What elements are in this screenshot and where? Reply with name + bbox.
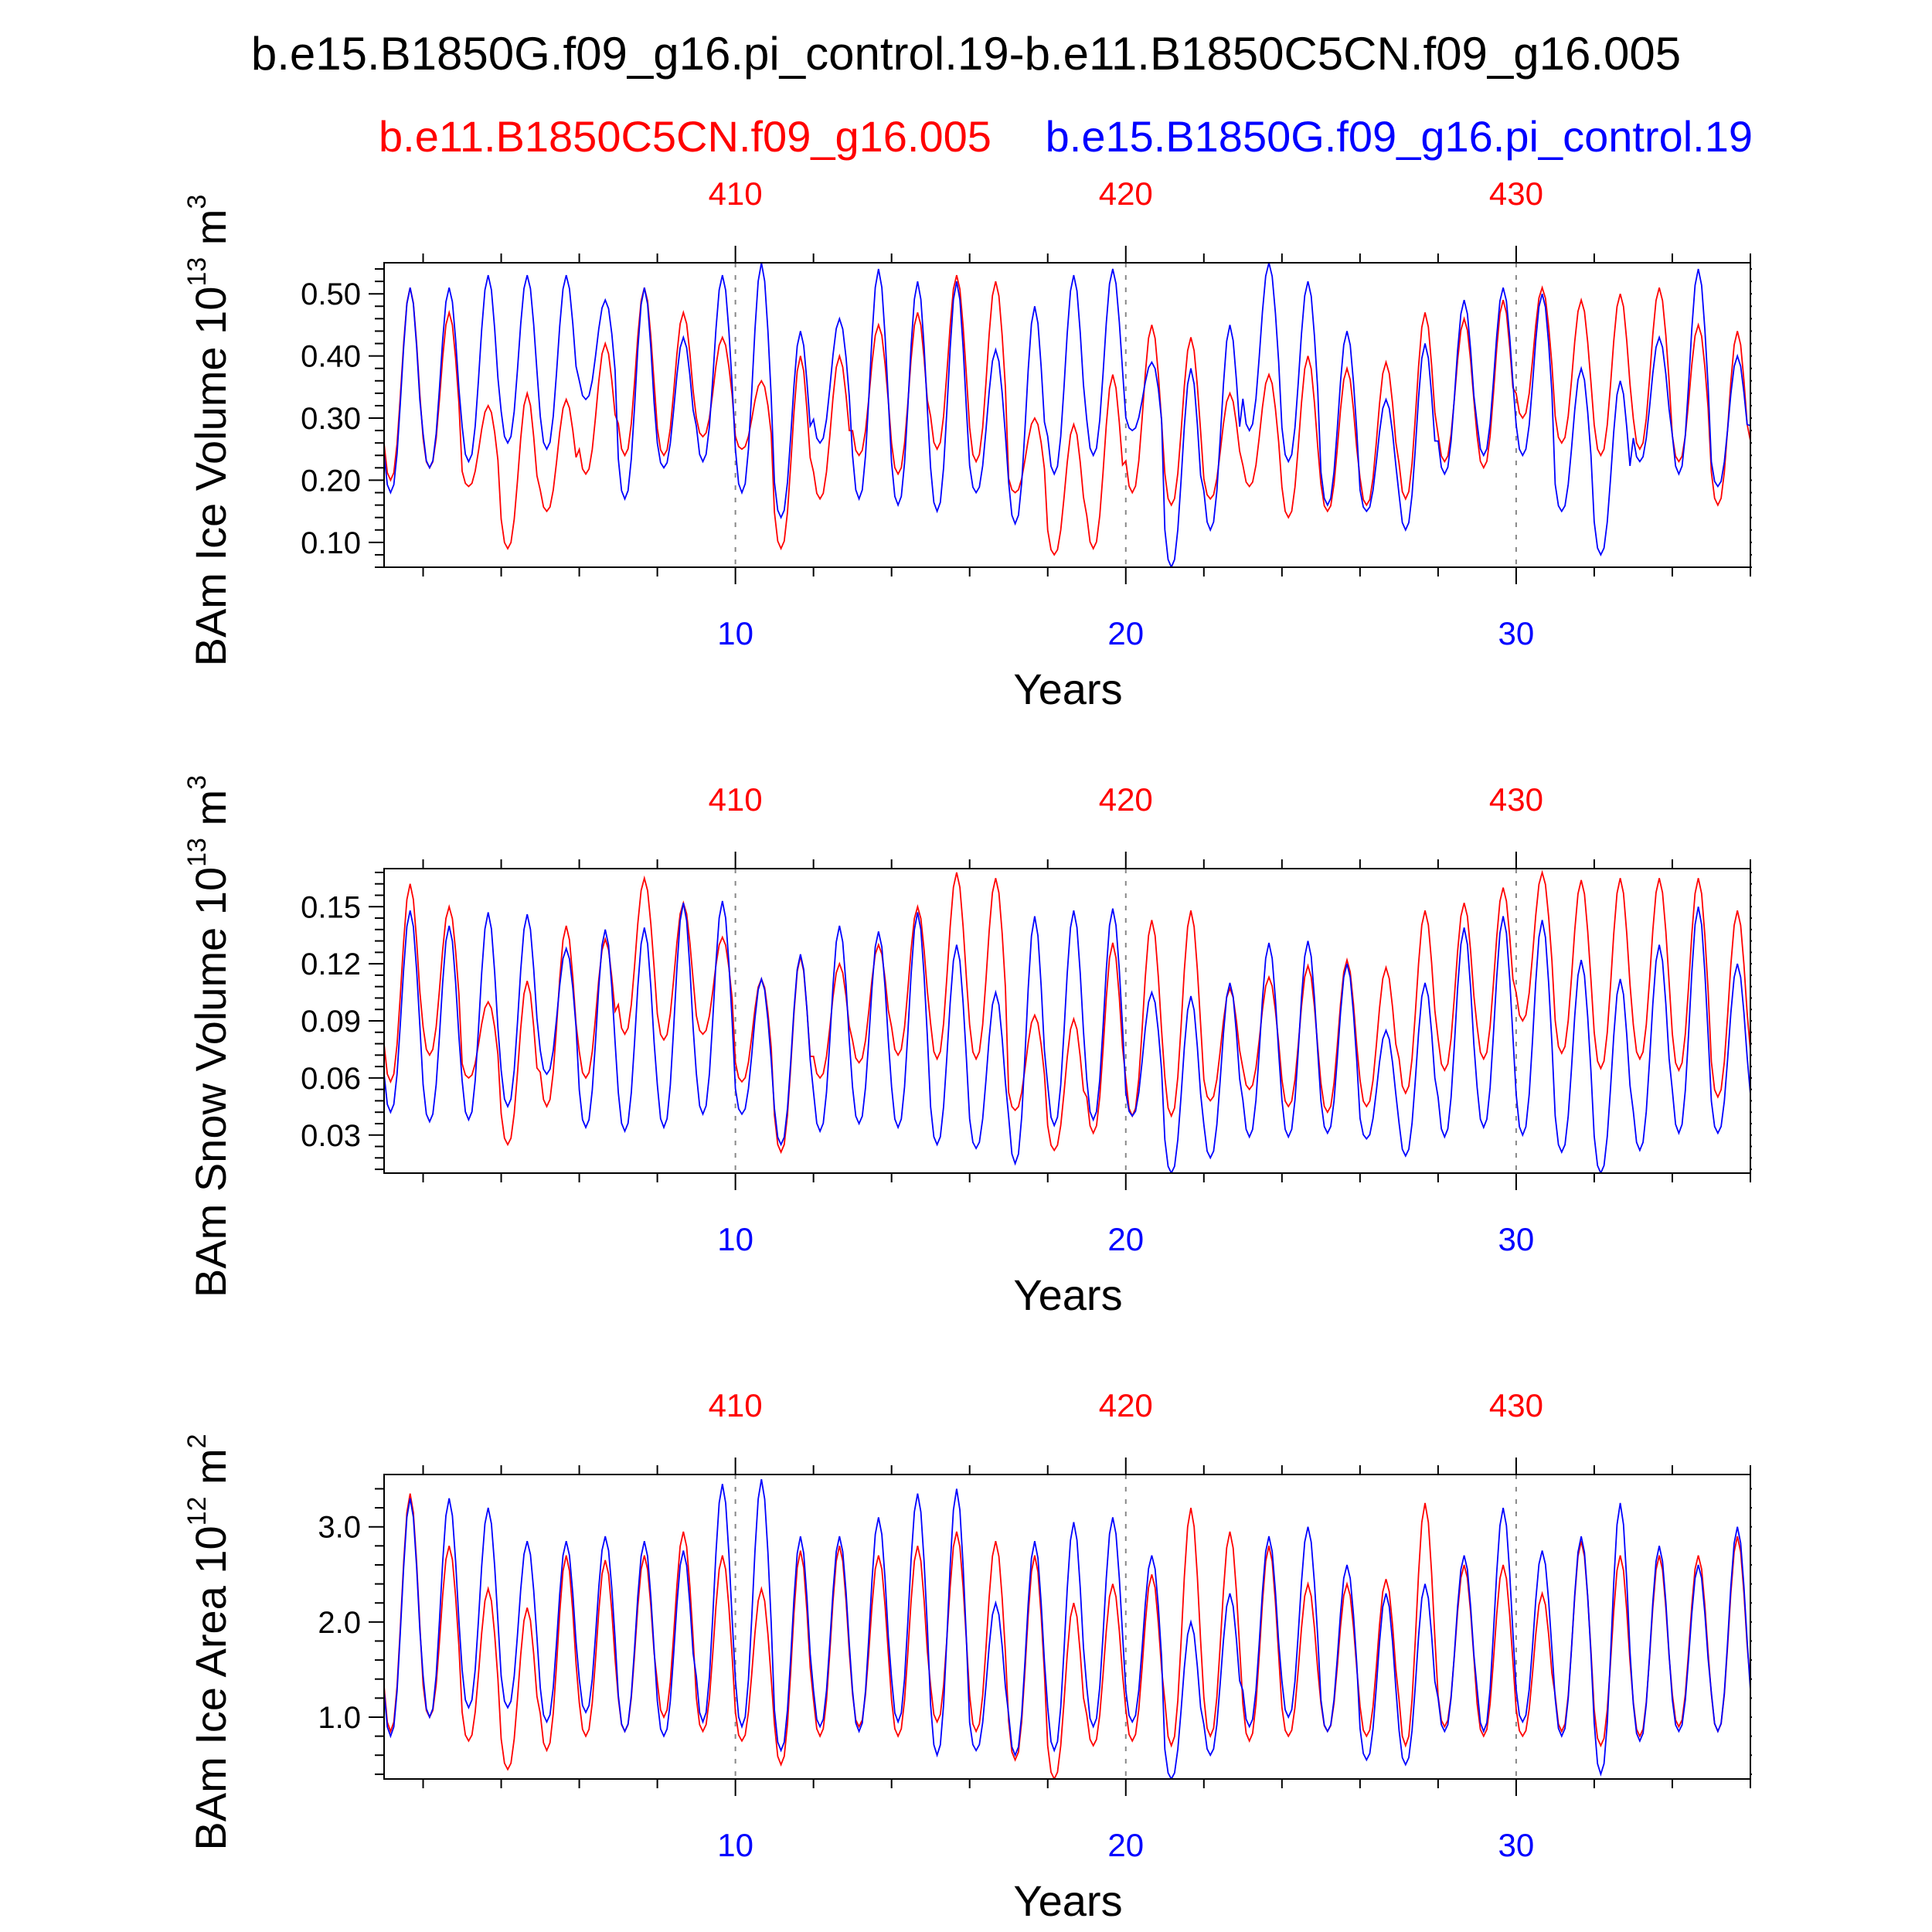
x-tick-label-bottom: 30: [1498, 1827, 1535, 1863]
x-axis-title: Years: [1013, 665, 1122, 713]
panel-3: 1.0 2.0 3.0 10 410 20 420 30 430 Years BAm Ice Are…: [182, 1387, 1752, 1925]
x-tick-label-top: 410: [709, 1387, 763, 1423]
legend-red-label: b.e11.B1850C5CN.f09_g16.005: [379, 112, 992, 161]
y-tick-label: 0.12: [301, 947, 361, 981]
y-tick-label: 0.15: [301, 890, 361, 924]
x-tick-label-top: 430: [1489, 1387, 1543, 1423]
panels: 0.10 0.20 0.30 0.40 0.50 10 410 20 420 30 430 Years…: [182, 175, 1752, 1925]
x-axis-title: Years: [1013, 1876, 1122, 1925]
plot-frame: [383, 1474, 1751, 1780]
y-tick-label: 0.20: [301, 464, 361, 498]
x-tick-label-bottom: 10: [717, 1827, 753, 1863]
y-axis-title: BAm Ice Area 1012 m2: [182, 1434, 235, 1850]
y-axis-title: BAm Ice Volume 1013 m3: [182, 195, 235, 667]
x-axis-title: Years: [1013, 1270, 1122, 1319]
series-line-blue: [384, 263, 1750, 567]
x-tick-label-top: 420: [1099, 1387, 1153, 1423]
x-tick-label-top: 420: [1099, 175, 1153, 212]
x-tick-label-top: 430: [1489, 175, 1543, 212]
panel-2: 0.03 0.06 0.09 0.12 0.15 10 410 20 420 30 430 Years…: [182, 775, 1752, 1319]
x-tick-label-bottom: 10: [717, 615, 753, 651]
y-tick-label: 1.0: [318, 1701, 361, 1735]
plot-frame: [383, 262, 1751, 568]
plot-frame: [383, 868, 1751, 1174]
y-tick-label: 0.09: [301, 1005, 361, 1039]
series-line-red: [384, 869, 1750, 1155]
y-tick-label: 0.06: [301, 1062, 361, 1096]
x-tick-label-bottom: 20: [1107, 1221, 1144, 1257]
panel-1: 0.10 0.20 0.30 0.40 0.50 10 410 20 420 30 430 Years…: [182, 175, 1752, 713]
x-tick-label-bottom: 20: [1107, 1827, 1144, 1863]
figure-title: b.e15.B1850G.f09_g16.pi_control.19-b.e11…: [251, 28, 1681, 80]
series-line-blue: [384, 900, 1750, 1173]
x-tick-label-top: 410: [709, 781, 763, 818]
y-tick-label: 2.0: [318, 1606, 361, 1640]
y-tick-label: 0.50: [301, 277, 361, 311]
x-tick-label-top: 430: [1489, 781, 1543, 818]
y-tick-label: 0.03: [301, 1119, 361, 1153]
series-line-blue: [384, 1479, 1750, 1779]
series-line-red: [384, 274, 1750, 556]
x-tick-label-top: 410: [709, 175, 763, 212]
y-tick-label: 0.30: [301, 402, 361, 436]
x-tick-label-bottom: 20: [1107, 615, 1144, 651]
y-tick-label: 0.40: [301, 340, 361, 374]
x-tick-label-bottom: 10: [717, 1221, 753, 1257]
x-tick-label-bottom: 30: [1498, 615, 1535, 651]
x-tick-label-top: 420: [1099, 781, 1153, 818]
legend-blue-label: b.e15.B1850G.f09_g16.pi_control.19: [1046, 112, 1753, 161]
y-tick-label: 3.0: [318, 1511, 361, 1545]
y-tick-label: 0.10: [301, 526, 361, 560]
y-axis-title: BAm Snow Volume 1013 m3: [182, 775, 235, 1298]
series-line-red: [384, 1493, 1750, 1779]
x-tick-label-bottom: 30: [1498, 1221, 1535, 1257]
